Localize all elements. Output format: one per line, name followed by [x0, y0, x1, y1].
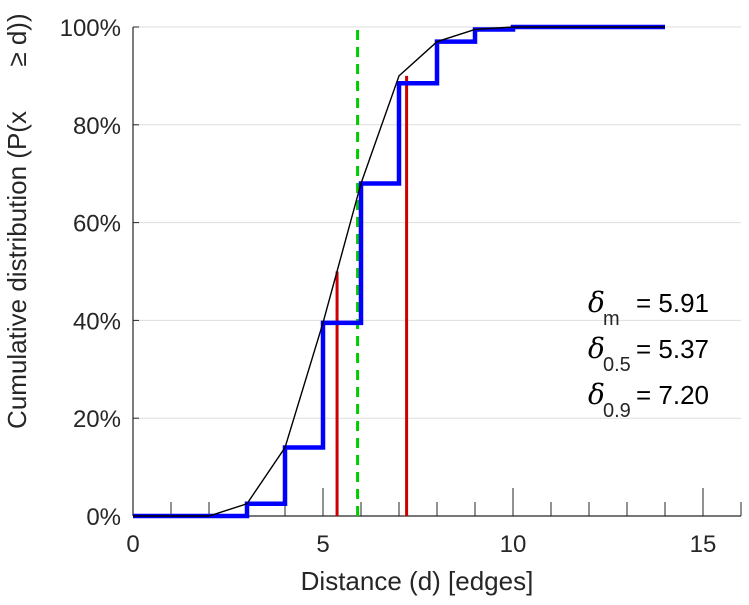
- annotation-symbol: δ: [588, 378, 605, 411]
- axis-layer: [132, 26, 742, 517]
- x-tick-label: 15: [690, 531, 717, 558]
- annotation-value: = 7.20: [636, 380, 709, 410]
- y-tick-label: 100%: [60, 15, 121, 42]
- annotation-symbol: δ: [588, 286, 605, 319]
- series-layer: [133, 24, 665, 519]
- marker-layer: [335, 27, 409, 516]
- y-axis-title-tail: ≥ d)): [2, 13, 32, 66]
- label-layer: 0 5 10 15 0% 20% 40% 60% 80% 100%: [60, 15, 717, 558]
- x-tick-label: 0: [126, 531, 139, 558]
- grid-layer: [133, 26, 741, 419]
- y-axis-title: Cumulative distribution (P(x: [2, 111, 32, 429]
- y-tick-label: 20%: [73, 406, 121, 433]
- x-tick-label: 5: [316, 531, 329, 558]
- annotation-subscript: 0.9: [603, 400, 631, 422]
- y-tick-label: 80%: [73, 113, 121, 140]
- x-axis-title: Distance (d) [edges]: [301, 566, 534, 596]
- annotation-value: = 5.91: [636, 288, 709, 318]
- step-cdf-series: [133, 24, 665, 519]
- annotation-value: = 5.37: [636, 334, 709, 364]
- y-tick-label: 60%: [73, 211, 121, 238]
- y-tick-label: 40%: [73, 308, 121, 335]
- x-tick-label: 10: [500, 531, 527, 558]
- annotation-subscript: m: [603, 308, 620, 330]
- annotation-symbol: δ: [588, 332, 605, 365]
- smooth-cdf-series: [133, 26, 665, 517]
- annotation-subscript: 0.5: [603, 354, 631, 376]
- y-tick-label: 0%: [86, 504, 121, 531]
